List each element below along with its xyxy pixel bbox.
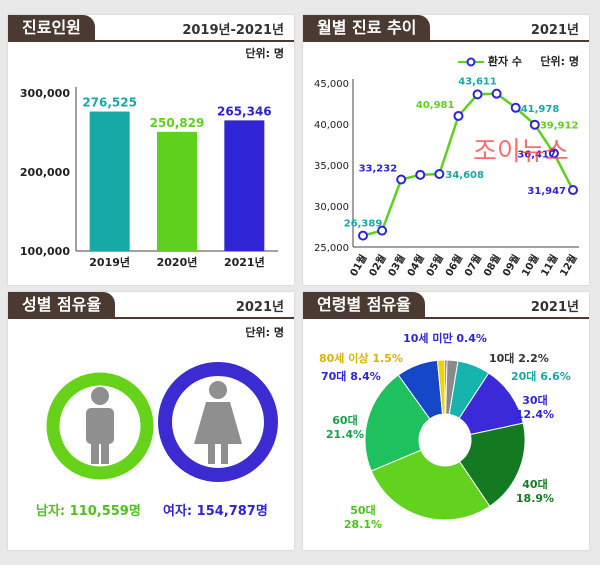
x-tick-label: 06월 [443,253,465,279]
data-label: 41,978 [521,104,560,115]
patients-unit: 단위: 명 [245,47,284,60]
line-point [510,102,521,113]
x-tick-label: 10월 [519,253,541,279]
monthly-unit: 단위: 명 [540,55,579,68]
line-point [434,169,445,180]
line-point [491,88,502,99]
title-rule [303,317,589,319]
patients-period: 2019년-2021년 [182,23,284,38]
male-icon [86,387,114,464]
legend-label: 환자 수 [487,55,523,68]
bar-chart: 100,000 200,000 300,000 276,525 2019년 250,829… [20,87,278,269]
male-count: 남자: 110,559명 [36,504,141,519]
x-tick-label: 2020년 [157,255,198,269]
line-chart: 25,00030,00035,00040,00045,00001월02월03월0… [314,76,580,279]
watermark: 조이뉴스 [473,137,569,167]
legend: 환자 수 [458,53,522,69]
male-ring [46,372,154,480]
line-point [415,169,426,180]
data-label: 26,389 [344,219,383,230]
pie-label: 70대 8.4% [321,369,381,383]
line-point [568,185,578,196]
x-tick-label: 08월 [481,253,503,279]
legend-line-icon [458,57,484,67]
female-count: 여자: 154,787명 [163,504,268,519]
y-tick-label: 30,000 [314,202,349,213]
x-tick-label: 03월 [386,253,408,279]
pie-chart: 10세 미만 0.4%10대 2.2% 20대 6.6% 30대 12.4% 40대 18… [319,331,571,531]
patients-panel: 진료인원 2019년-2021년 단위: 명 100,000 200,000 300… [8,15,294,285]
y-tick-label: 40,000 [314,120,349,131]
line-segment [380,179,403,232]
line-point [377,225,388,236]
y-tick-label: 300,000 [20,87,70,100]
pie-label: 10세 미만 0.4% [403,331,487,345]
line-segment [533,124,555,155]
pie-label: 50대 28.1% [344,503,382,531]
gender-title: 성별 점유율 [8,292,116,318]
title-rule [8,317,294,319]
monthly-panel: 월별 진료 추이 2021년 25,000 30,000 35,000 40,000 4… [303,15,589,285]
age-title: 연령별 점유율 [303,292,425,318]
y-tick-label: 200,000 [20,166,70,179]
title-rule [8,40,294,42]
x-tick-label: 2021년 [224,255,265,269]
patients-title: 진료인원 [8,15,95,41]
x-tick-label: 05월 [424,253,446,279]
pie-slice [370,449,491,521]
line-point [396,174,407,185]
data-label: 40,981 [416,100,455,111]
x-tick-label: 01월 [348,253,370,279]
line-segment [438,115,460,175]
pie-label: 40대 18.9% [516,477,554,505]
pie-slice [436,359,446,415]
y-tick-label: 25,000 [314,243,349,254]
data-label: 31,947 [527,186,566,197]
data-label: 33,232 [359,163,398,174]
bar [89,111,130,251]
line-point [548,148,559,159]
data-label: 34,608 [445,170,484,181]
y-tick-label: 45,000 [314,79,349,90]
line-segment [552,152,575,191]
pie-label: 30대 12.4% [516,393,554,421]
x-tick-label: 09월 [500,253,522,279]
pie-label: 20대 6.6% [511,369,571,383]
bar [157,131,197,251]
data-label: 36,417 [517,149,556,160]
line-point [453,110,464,121]
female-icon [194,381,242,464]
x-tick-label: 2019년 [89,255,130,269]
x-tick-label: 11월 [539,253,561,279]
pie-label: 60대 21.4% [326,413,364,441]
y-tick-label: 100,000 [20,245,70,258]
bar-value-label: 250,829 [150,116,205,130]
line-point [472,89,483,100]
pie-slice [364,374,431,472]
x-tick-label: 02월 [367,253,389,279]
data-label: 43,611 [458,76,497,87]
x-tick-label: 04월 [405,253,427,279]
bar-value-label: 276,525 [82,96,137,110]
gender-graphic [46,362,278,482]
data-label: 39,912 [540,121,579,132]
pie-label: 80세 이상 1.5% [319,351,403,365]
x-tick-label: 07월 [462,253,484,279]
line-point [529,119,540,130]
gender-unit: 단위: 명 [245,326,284,339]
gender-period: 2021년 [235,300,284,315]
x-tick-label: 12월 [558,253,580,279]
pie-label: 10대 2.2% [489,351,549,365]
y-tick-label: 35,000 [314,161,349,172]
bar-value-label: 265,346 [217,104,272,118]
title-rule [303,40,589,42]
age-period: 2021년 [530,300,579,315]
age-panel: 연령별 점유율 2021년 10세 미만 0.4% 10대 2.2% 20대 6.6… [303,292,589,550]
monthly-period: 2021년 [530,23,579,38]
monthly-title: 월별 진료 추이 [303,15,431,41]
female-ring [158,362,278,482]
gender-panel: 성별 점유율 2021년 단위: 명 남자: 110,559명 여자: 154,… [8,292,294,550]
bar [224,120,265,251]
line-point [358,230,368,241]
